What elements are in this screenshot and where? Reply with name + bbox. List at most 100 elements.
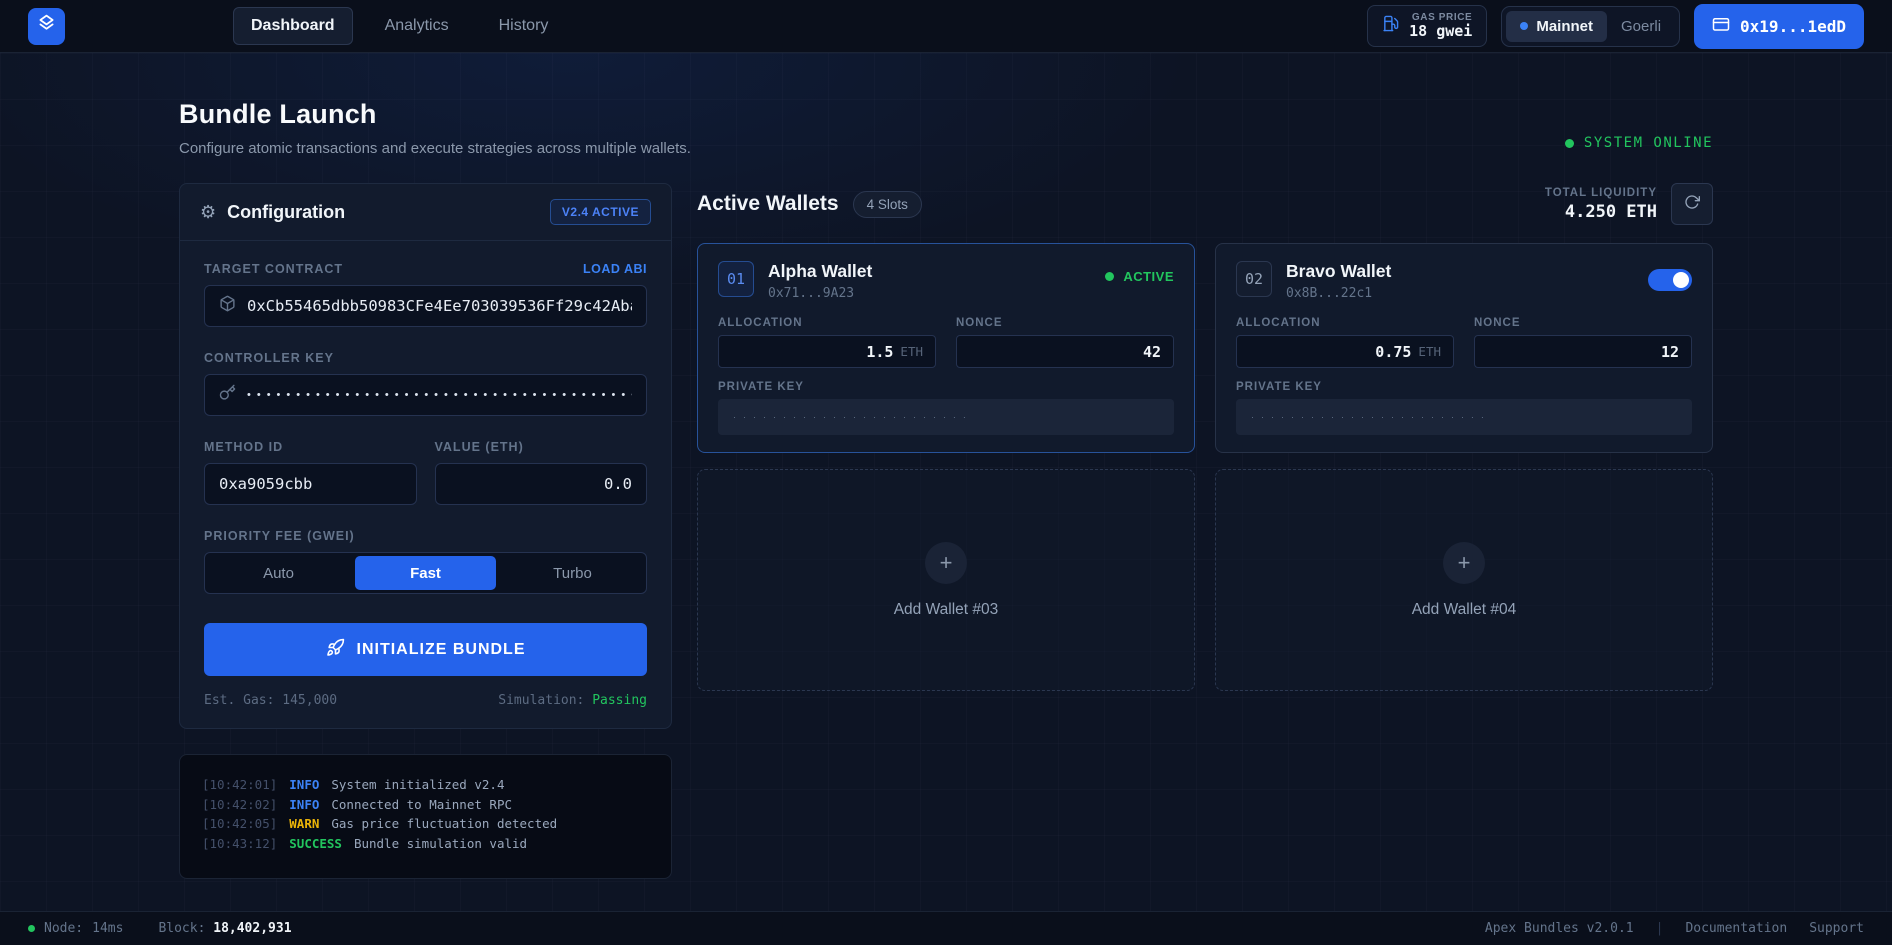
priority-option-turbo[interactable]: Turbo xyxy=(553,564,592,582)
wallet-identity: Bravo Wallet 0x8B...22c1 xyxy=(1286,261,1391,301)
refresh-icon xyxy=(1684,194,1700,215)
network-option-mainnet[interactable]: Mainnet xyxy=(1506,10,1608,42)
wallet-card-alpha: 01 Alpha Wallet 0x71...9A23 ACTIVE xyxy=(697,243,1195,453)
cube-icon xyxy=(219,295,236,317)
initialize-bundle-label: INITIALIZE BUNDLE xyxy=(356,640,526,658)
estimation-row: Est. Gas: 145,000 Simulation: Passing xyxy=(204,693,647,708)
log-line: [10:42:02] INFO Connected to Mainnet RPC xyxy=(202,795,649,815)
target-contract-input[interactable]: 0xCb55465dbb50983CFe4Ee703039536Ff29c42A… xyxy=(204,285,647,327)
log-timestamp: [10:43:12] xyxy=(202,835,278,851)
nonce-value: 12 xyxy=(1660,342,1679,361)
page-header-text: Bundle Launch Configure atomic transacti… xyxy=(179,99,691,157)
method-id-input[interactable]: 0xa9059cbb xyxy=(204,463,417,505)
gas-price-meta: GAS PRICE 18 gwei xyxy=(1409,12,1472,41)
private-key-mask: ························ xyxy=(733,412,973,422)
allocation-group: ALLOCATION 1.5 ETH xyxy=(718,317,936,368)
refresh-button[interactable] xyxy=(1671,183,1713,225)
private-key-input[interactable]: ························ xyxy=(718,399,1174,435)
value-eth-label: VALUE (ETH) xyxy=(434,440,524,454)
priority-fee-group: PRIORITY FEE (GWEI) Auto Fast Turbo xyxy=(204,529,647,594)
support-link[interactable]: Support xyxy=(1809,921,1864,936)
tab-dashboard[interactable]: Dashboard xyxy=(233,7,353,45)
priority-option-fast[interactable]: Fast xyxy=(355,556,496,590)
target-contract-group: TARGET CONTRACT LOAD ABI xyxy=(204,262,647,327)
wallet-fields: ALLOCATION 0.75 ETH NONCE 12 xyxy=(1236,317,1692,368)
wallet-enabled-toggle[interactable] xyxy=(1648,269,1692,291)
node-status-dot xyxy=(28,925,35,932)
network-goerli-label: Goerli xyxy=(1621,17,1662,35)
add-wallet-slot-4[interactable]: + Add Wallet #04 xyxy=(1215,469,1713,691)
wallet-card-bravo: 02 Bravo Wallet 0x8B...22c1 ALLOCA xyxy=(1215,243,1713,453)
wallet-status-badge: ACTIVE xyxy=(1105,261,1174,284)
main-area: Bundle Launch Configure atomic transacti… xyxy=(0,53,1892,911)
private-key-label: PRIVATE KEY xyxy=(1236,381,1322,393)
footer-links: Apex Bundles v2.0.1 | Documentation Supp… xyxy=(1485,921,1864,936)
tab-history[interactable]: History xyxy=(498,17,549,34)
configuration-column: ⚙ Configuration V2.4 ACTIVE TARGET CONTR… xyxy=(179,183,672,879)
nonce-value: 42 xyxy=(1142,342,1161,361)
nonce-input[interactable]: 12 xyxy=(1474,335,1692,368)
app-version: Apex Bundles v2.0.1 xyxy=(1484,921,1634,936)
network-option-goerli[interactable]: Goerli xyxy=(1607,11,1675,42)
method-value-row: METHOD ID 0xa9059cbb VALUE (ETH) xyxy=(204,440,647,505)
nonce-input[interactable]: 42 xyxy=(956,335,1174,368)
total-liquidity-label: TOTAL LIQUIDITY xyxy=(1544,186,1657,199)
initialize-bundle-button[interactable]: INITIALIZE BUNDLE xyxy=(204,623,647,676)
top-nav: Dashboard Analytics History GAS PRICE 18… xyxy=(0,0,1892,53)
gas-price-widget: GAS PRICE 18 gwei xyxy=(1367,4,1488,48)
priority-option-auto[interactable]: Auto xyxy=(263,564,294,582)
private-key-mask: ························ xyxy=(1251,412,1491,422)
plus-icon: + xyxy=(1443,541,1485,584)
documentation-link[interactable]: Documentation xyxy=(1685,921,1788,936)
log-message: Gas price fluctuation detected xyxy=(331,816,558,831)
log-console: [10:42:01] INFO System initialized v2.4 … xyxy=(179,754,672,879)
add-wallet-label: Add Wallet #03 xyxy=(893,600,999,618)
toggle-knob xyxy=(1673,272,1689,288)
nonce-label: NONCE xyxy=(956,317,1003,329)
tab-analytics[interactable]: Analytics xyxy=(384,17,449,34)
log-line: [10:43:12] SUCCESS Bundle simulation val… xyxy=(202,834,649,854)
gear-icon: ⚙ xyxy=(200,201,217,222)
wallet-fields: ALLOCATION 1.5 ETH NONCE 42 xyxy=(718,317,1174,368)
wallet-address: 0x71...9A23 xyxy=(768,286,855,301)
block-label: Block: xyxy=(158,921,206,936)
value-eth-input[interactable]: 0.0 xyxy=(434,463,647,505)
node-value: 14ms xyxy=(92,921,124,936)
log-level: INFO xyxy=(289,796,320,812)
est-gas-text: Est. Gas: 145,000 xyxy=(204,693,338,708)
allocation-input[interactable]: 0.75 ETH xyxy=(1236,335,1454,368)
version-badge: V2.4 ACTIVE xyxy=(549,199,651,225)
configuration-panel: ⚙ Configuration V2.4 ACTIVE TARGET CONTR… xyxy=(179,183,672,729)
page-title: Bundle Launch xyxy=(179,99,377,129)
wallet-status-label: ACTIVE xyxy=(1123,269,1174,284)
page-header: Bundle Launch Configure atomic transacti… xyxy=(179,99,1713,157)
network-switcher: Mainnet Goerli xyxy=(1501,5,1681,47)
active-dot xyxy=(1105,272,1115,281)
add-wallet-slot-3[interactable]: + Add Wallet #03 xyxy=(697,469,1195,691)
connected-wallet-button[interactable]: 0x19...1edD xyxy=(1694,3,1864,49)
controller-key-mask: ••••••••••••••••••••••••••••••••••••••••… xyxy=(247,389,632,401)
private-key-input[interactable]: ························ xyxy=(1236,399,1692,435)
wallet-icon xyxy=(1712,15,1730,38)
total-liquidity: TOTAL LIQUIDITY 4.250 ETH xyxy=(1545,187,1657,222)
footer-separator: | xyxy=(1655,921,1664,936)
controller-key-label: CONTROLLER KEY xyxy=(204,351,334,365)
simulation-label: Simulation: xyxy=(498,693,585,708)
log-timestamp: [10:42:05] xyxy=(202,816,278,831)
private-key-label: PRIVATE KEY xyxy=(718,381,804,393)
simulation-status: Simulation: Passing xyxy=(498,693,647,708)
status-dot xyxy=(1564,138,1574,148)
app-logo[interactable] xyxy=(28,7,65,45)
load-abi-link[interactable]: LOAD ABI xyxy=(583,262,647,276)
private-key-group: PRIVATE KEY ························ xyxy=(1236,381,1692,435)
fuel-pump-icon xyxy=(1382,15,1399,37)
controller-key-input[interactable]: ••••••••••••••••••••••••••••••••••••••••… xyxy=(204,374,647,416)
wallet-identity: Alpha Wallet 0x71...9A23 xyxy=(768,261,872,301)
add-wallet-label: Add Wallet #04 xyxy=(1411,600,1517,618)
wallet-name: Bravo Wallet xyxy=(1286,261,1392,281)
allocation-input[interactable]: 1.5 ETH xyxy=(718,335,936,368)
total-liquidity-value: 4.250 ETH xyxy=(1564,201,1657,222)
log-level: INFO xyxy=(289,777,320,792)
log-line: [10:42:05] WARN Gas price fluctuation de… xyxy=(202,814,649,834)
system-status-label: SYSTEM ONLINE xyxy=(1583,135,1713,151)
